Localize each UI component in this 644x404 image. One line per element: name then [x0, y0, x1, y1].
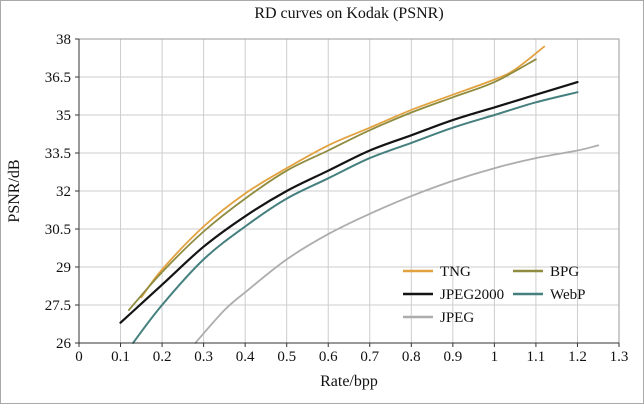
y-tick-label: 26: [56, 336, 72, 352]
chart-title: RD curves on Kodak (PSNR): [254, 5, 444, 22]
x-tick-label: 1.2: [568, 349, 587, 365]
y-tick-label: 38: [56, 32, 71, 48]
x-tick-label: 0.8: [402, 349, 421, 365]
x-tick-label: 1.1: [527, 349, 546, 365]
series-line-JPEG: [194, 144, 600, 344]
x-tick-label: 0.3: [194, 349, 213, 365]
x-tick-label: 0: [75, 349, 83, 365]
legend-item-JPEG: JPEG: [403, 310, 474, 326]
series-line-BPG: [127, 58, 537, 311]
y-tick-label: 36.5: [45, 70, 71, 86]
x-tick-label: 0.1: [111, 349, 130, 365]
y-tick-label: 29: [56, 260, 71, 276]
x-tick-label: 1: [491, 349, 499, 365]
x-tick-label: 0.2: [153, 349, 172, 365]
legend-item-BPG: BPG: [513, 264, 579, 280]
x-tick-label: 0.5: [277, 349, 296, 365]
legend-label-TNG: TNG: [440, 264, 471, 280]
legend-item-WebP: WebP: [513, 287, 585, 303]
y-tick-label: 30.5: [45, 222, 71, 238]
legend-item-JPEG2000: JPEG2000: [403, 287, 504, 303]
y-tick-label: 27.5: [45, 298, 71, 314]
y-tick-label: 33.5: [45, 146, 71, 162]
series-line-JPEG2000: [119, 81, 579, 324]
y-tick-label: 35: [56, 108, 71, 124]
x-tick-label: 0.4: [236, 349, 255, 365]
y-axis-label: PSNR/dB: [6, 159, 23, 223]
x-tick-label: 0.6: [319, 349, 338, 365]
x-tick-label: 0.9: [443, 349, 462, 365]
series-line-WebP: [132, 91, 579, 344]
x-tick-label: 1.3: [610, 349, 629, 365]
series-line-TNG: [140, 45, 546, 299]
legend-label-JPEG2000: JPEG2000: [440, 287, 504, 303]
x-tick-label: 0.7: [360, 349, 379, 365]
legend-label-WebP: WebP: [550, 287, 585, 303]
y-tick-label: 32: [56, 184, 71, 200]
legend-label-BPG: BPG: [550, 264, 579, 280]
legend-label-JPEG: JPEG: [440, 310, 474, 326]
x-axis-label: Rate/bpp: [320, 373, 378, 390]
legend-item-TNG: TNG: [403, 264, 471, 280]
